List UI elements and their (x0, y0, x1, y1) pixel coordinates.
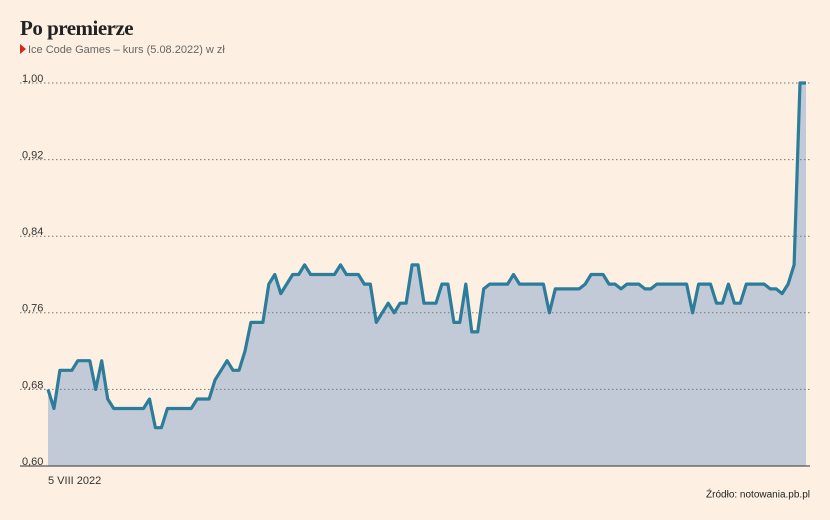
subtitle-marker (20, 44, 26, 54)
line (46, 81, 806, 430)
source: Źródło: notowania.pb.pl (706, 488, 810, 501)
y-tick-label: 0,76 (22, 303, 43, 315)
y-tick-label: 0,92 (22, 150, 43, 162)
y-tick-label: 0,60 (22, 456, 43, 468)
y-tick-label: 0,68 (22, 379, 43, 391)
y-tick-label: 1,00 (22, 73, 43, 85)
area (48, 83, 806, 466)
y-tick-label: 0,84 (22, 226, 43, 238)
chart-subtitle: Ice Code Games – kurs (5.08.2022) w zł (28, 44, 225, 56)
chart-title: Po premierze (20, 16, 133, 40)
x-tick-label: 5 VIII 2022 (48, 475, 101, 487)
